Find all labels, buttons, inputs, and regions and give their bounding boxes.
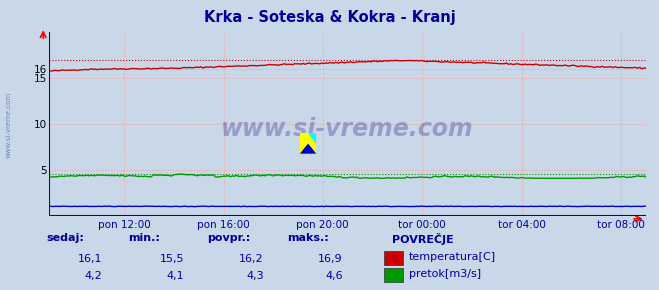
Text: 15,5: 15,5 — [160, 254, 185, 264]
Text: POVREČJE: POVREČJE — [392, 233, 454, 245]
Text: povpr.:: povpr.: — [208, 233, 251, 243]
Text: sedaj:: sedaj: — [46, 233, 84, 243]
Text: 4,3: 4,3 — [246, 271, 264, 281]
Text: 4,2: 4,2 — [84, 271, 102, 281]
Text: 4,6: 4,6 — [325, 271, 343, 281]
Text: 4,1: 4,1 — [167, 271, 185, 281]
Text: temperatura[C]: temperatura[C] — [409, 252, 496, 262]
Polygon shape — [300, 144, 316, 154]
Text: pretok[m3/s]: pretok[m3/s] — [409, 269, 480, 279]
Text: www.si-vreme.com: www.si-vreme.com — [5, 92, 12, 158]
Text: min.:: min.: — [129, 233, 160, 243]
Text: maks.:: maks.: — [287, 233, 328, 243]
Text: 16,2: 16,2 — [239, 254, 264, 264]
Text: www.si-vreme.com: www.si-vreme.com — [221, 117, 474, 142]
Polygon shape — [308, 133, 316, 144]
Text: 16,9: 16,9 — [318, 254, 343, 264]
Text: 16,1: 16,1 — [78, 254, 102, 264]
Text: Krka - Soteska & Kokra - Kranj: Krka - Soteska & Kokra - Kranj — [204, 10, 455, 25]
